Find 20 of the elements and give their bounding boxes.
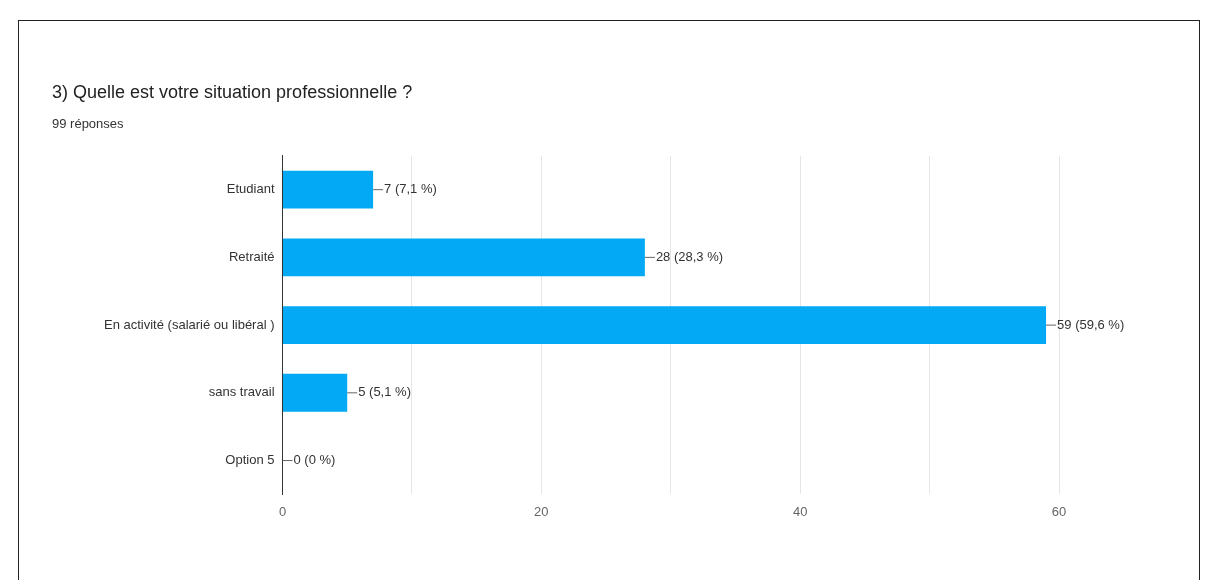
y-tick-label: Option 5 [225,452,275,468]
data-label: 5 (5,1 %) [358,384,411,400]
x-tick-label: 20 [534,503,549,519]
y-tick-label: En activité (salarié ou libéral ) [103,316,275,332]
bar [283,170,374,209]
data-label: 28 (28,3 %) [655,248,724,264]
y-tick-label: Retraité [228,248,275,264]
chart-title: 3) Quelle est votre situation professionnelle ? [52,82,413,103]
x-tick-label: 0 [278,503,287,519]
y-tick-label: sans travail [208,384,275,400]
bar [283,306,1047,345]
data-label: 59 (59,6 %) [1057,316,1125,332]
text: 99 réponses [52,116,124,131]
data-label: 0 (0 %) [293,452,336,468]
y-tick-label: Etudiant [226,181,275,197]
x-tick-label: 60 [1051,503,1067,519]
bar [283,373,348,412]
x-tick-label: 40 [792,503,808,519]
data-label: 7 (7,1 %) [384,181,437,197]
bar [283,238,645,277]
